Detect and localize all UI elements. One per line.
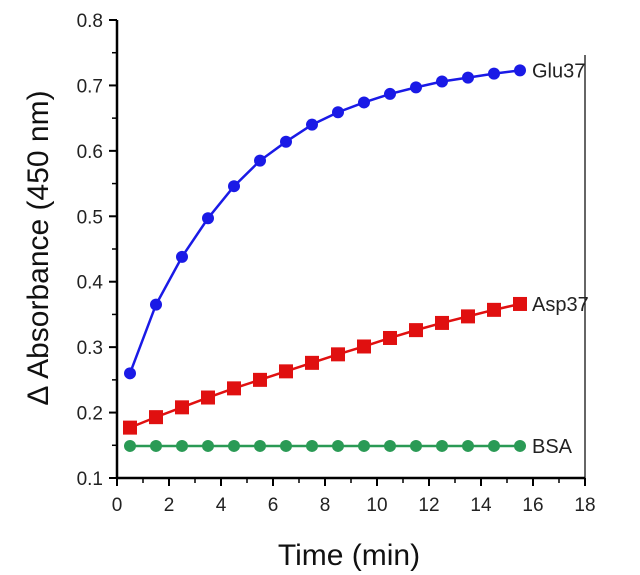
data-point-bsa bbox=[514, 439, 526, 452]
data-point-bsa bbox=[254, 439, 266, 452]
data-point-glu37 bbox=[150, 298, 162, 311]
data-point-bsa bbox=[306, 439, 318, 452]
x-tick-label: 12 bbox=[418, 495, 439, 516]
data-point-bsa bbox=[462, 439, 474, 452]
data-point-asp37 bbox=[149, 410, 163, 425]
data-point-glu37 bbox=[280, 135, 292, 148]
data-point-glu37 bbox=[332, 106, 344, 119]
x-tick-label: 4 bbox=[216, 495, 227, 516]
series-glu37 bbox=[124, 64, 526, 380]
data-point-asp37 bbox=[201, 390, 215, 405]
data-point-glu37 bbox=[228, 180, 240, 193]
data-point-bsa bbox=[124, 439, 136, 452]
series-bsa bbox=[124, 439, 526, 452]
series-label-bsa: BSA bbox=[532, 436, 573, 458]
data-point-bsa bbox=[228, 439, 240, 452]
data-point-bsa bbox=[202, 439, 214, 452]
data-point-bsa bbox=[488, 439, 500, 452]
series-label-glu37: Glu37 bbox=[532, 60, 585, 82]
y-tick-label: 0.1 bbox=[77, 469, 103, 490]
data-point-asp37 bbox=[253, 372, 267, 387]
data-point-asp37 bbox=[305, 355, 319, 370]
data-point-bsa bbox=[358, 439, 370, 452]
series-label-asp37: Asp37 bbox=[532, 294, 589, 316]
data-point-glu37 bbox=[384, 87, 396, 100]
data-point-asp37 bbox=[175, 400, 189, 415]
series-line-asp37 bbox=[129, 302, 521, 429]
data-point-asp37 bbox=[383, 330, 397, 345]
data-point-glu37 bbox=[306, 118, 318, 131]
data-point-bsa bbox=[176, 439, 188, 452]
y-tick-label: 0.2 bbox=[77, 404, 103, 425]
y-tick-label: 0.6 bbox=[77, 142, 103, 163]
data-point-glu37 bbox=[124, 367, 136, 380]
x-tick-label: 6 bbox=[268, 495, 279, 516]
x-tick-label: 14 bbox=[470, 495, 492, 516]
data-point-glu37 bbox=[488, 67, 500, 80]
x-tick-label: 8 bbox=[320, 495, 331, 516]
series-labels: Glu37 Asp37 BSA bbox=[532, 60, 589, 458]
y-tick-label: 0.8 bbox=[77, 11, 103, 32]
y-axis: 0.1 0.2 0.3 0.4 0.5 0.6 0.7 0.8 bbox=[77, 11, 117, 490]
data-point-asp37 bbox=[279, 364, 293, 379]
x-tick-label: 18 bbox=[574, 495, 595, 516]
x-axis-title: Time (min) bbox=[278, 539, 420, 572]
data-point-bsa bbox=[150, 439, 162, 452]
x-tick-label: 16 bbox=[522, 495, 543, 516]
data-point-bsa bbox=[410, 439, 422, 452]
data-point-glu37 bbox=[176, 250, 188, 263]
y-tick-label: 0.4 bbox=[77, 273, 104, 294]
data-point-asp37 bbox=[409, 323, 423, 338]
data-point-asp37 bbox=[357, 339, 371, 354]
y-tick-label: 0.5 bbox=[77, 207, 103, 228]
data-point-asp37 bbox=[227, 381, 241, 396]
data-point-glu37 bbox=[462, 71, 474, 84]
data-point-asp37 bbox=[123, 420, 137, 435]
x-axis: 0 2 4 6 8 10 12 14 16 18 bbox=[112, 478, 596, 516]
data-point-asp37 bbox=[435, 315, 449, 330]
x-tick-label: 0 bbox=[112, 495, 123, 516]
data-point-bsa bbox=[280, 439, 292, 452]
series-layer bbox=[123, 64, 527, 452]
data-point-asp37 bbox=[461, 309, 475, 324]
data-point-bsa bbox=[436, 439, 448, 452]
data-point-bsa bbox=[384, 439, 396, 452]
x-tick-label: 2 bbox=[164, 495, 175, 516]
data-point-glu37 bbox=[202, 212, 214, 225]
data-point-glu37 bbox=[410, 81, 422, 94]
data-point-glu37 bbox=[436, 75, 448, 88]
data-point-glu37 bbox=[358, 96, 370, 109]
data-point-glu37 bbox=[254, 154, 266, 167]
data-point-bsa bbox=[332, 439, 344, 452]
y-tick-label: 0.7 bbox=[77, 76, 103, 97]
data-point-glu37 bbox=[514, 64, 526, 77]
series-line-glu37 bbox=[128, 69, 521, 374]
x-tick-label: 10 bbox=[366, 495, 387, 516]
y-axis-title: Δ Absorbance (450 nm) bbox=[22, 90, 55, 405]
data-point-asp37 bbox=[331, 347, 345, 362]
data-point-asp37 bbox=[487, 302, 501, 317]
data-point-asp37 bbox=[513, 296, 527, 311]
series-asp37 bbox=[123, 296, 527, 435]
y-tick-label: 0.3 bbox=[77, 338, 103, 359]
